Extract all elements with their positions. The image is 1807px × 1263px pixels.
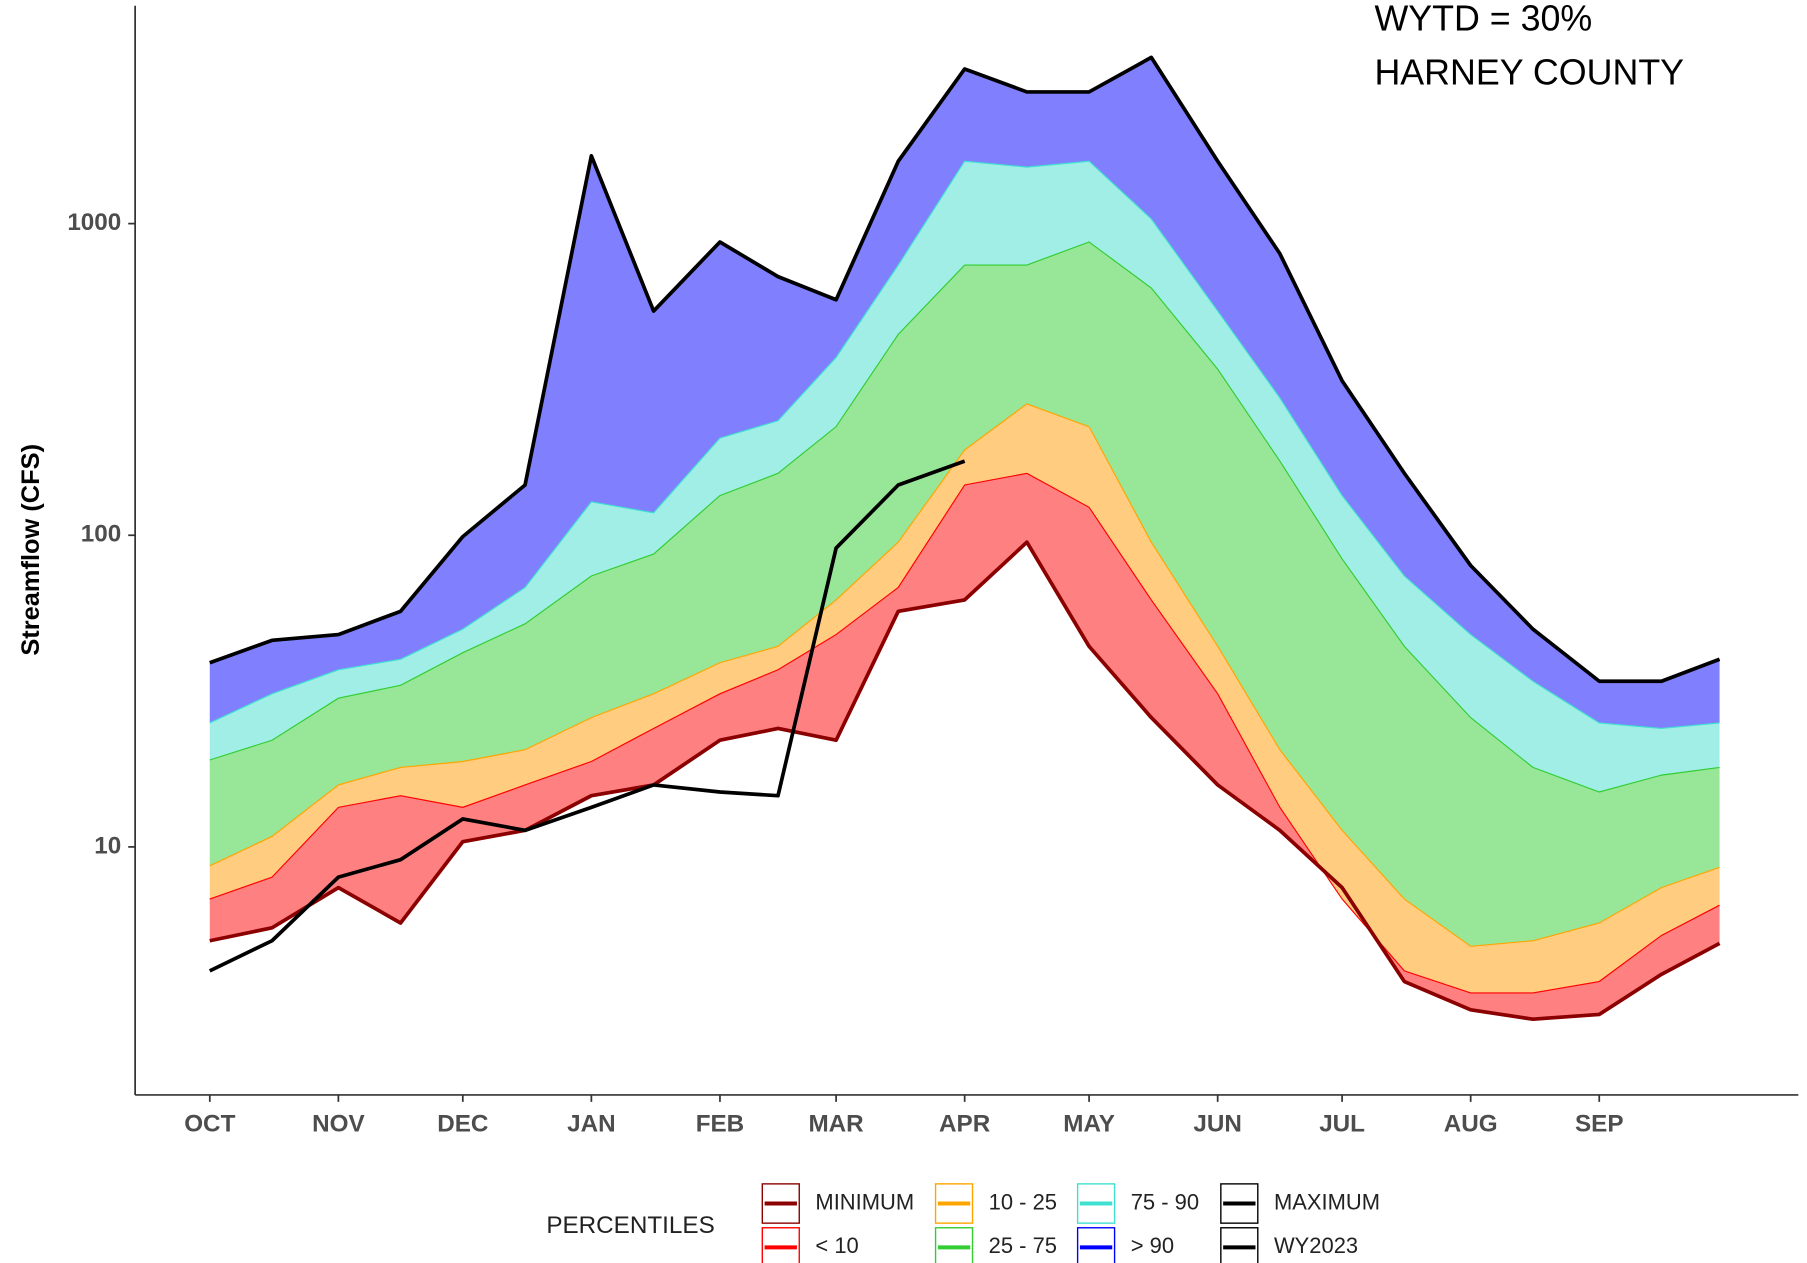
y-tick-label: 10 [94, 832, 121, 859]
x-tick-label: APR [939, 1110, 991, 1137]
band-edge [209, 241, 1720, 793]
x-tick-label: JAN [567, 1110, 616, 1137]
band [209, 473, 1720, 1020]
x-tick-label: SEP [1575, 1110, 1624, 1137]
legend-label: MINIMUM [815, 1189, 914, 1214]
legend-label: < 10 [815, 1233, 858, 1258]
band-edge [209, 472, 1720, 994]
legend-label: MAXIMUM [1274, 1189, 1380, 1214]
legend-label: 75 - 90 [1131, 1189, 1199, 1214]
x-tick-label: OCT [184, 1110, 235, 1137]
legend-label: 25 - 75 [989, 1233, 1057, 1258]
series-line [208, 459, 966, 973]
x-tick-label: FEB [696, 1110, 745, 1137]
x-tick-label: DEC [437, 1110, 488, 1137]
y-tick-label: 100 [81, 521, 121, 548]
series-line [209, 55, 1721, 684]
band [209, 403, 1720, 993]
legend-label: 10 - 25 [989, 1189, 1057, 1214]
band [209, 161, 1720, 792]
band [209, 241, 1720, 947]
legend: MINIMUM < 10 10 - 25 25 - 75 75 - 90 > 90 MAXI… [761, 1183, 1380, 1263]
legend-label: WY2023 [1274, 1233, 1358, 1258]
x-tick-label: MAR [808, 1110, 864, 1137]
y-tick-label: 1000 [67, 209, 121, 236]
x-tick-label: MAY [1063, 1110, 1115, 1137]
band [209, 57, 1720, 729]
x-tick-label: JUN [1193, 1110, 1242, 1137]
band-edge [209, 403, 1720, 947]
y-axis-label: Streamflow (CFS) [17, 444, 45, 656]
x-tick-label: AUG [1444, 1110, 1498, 1137]
x-tick-label: NOV [312, 1110, 365, 1137]
series-line [209, 540, 1721, 1022]
band-edge [209, 160, 1720, 730]
annotation: WYTD = 30% [1374, 0, 1592, 38]
x-tick-label: JUL [1319, 1110, 1365, 1137]
legend-label: > 90 [1131, 1233, 1174, 1258]
legend-title: PERCENTILES [546, 1212, 714, 1239]
plot-area [208, 55, 1721, 1022]
annotation: HARNEY COUNTY [1374, 53, 1684, 93]
